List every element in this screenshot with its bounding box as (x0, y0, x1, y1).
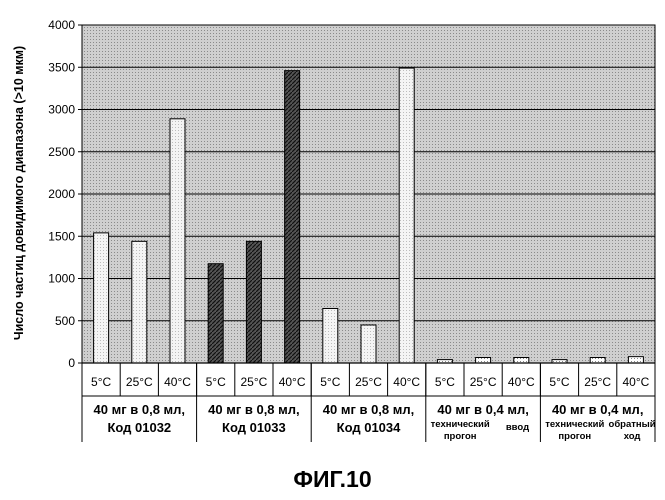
bar (398, 67, 415, 364)
bar (207, 263, 224, 364)
y-tick-label: 3500 (48, 60, 75, 74)
y-tick-label: 0 (68, 356, 75, 370)
x-tick-label: 40°C (508, 375, 535, 389)
x-tick-label: 5°C (549, 375, 569, 389)
x-tick-label: 25°C (126, 375, 153, 389)
bar (131, 240, 148, 364)
bar (513, 357, 530, 364)
x-tick-label: 40°C (279, 375, 306, 389)
group-sublabel: прогон (444, 431, 477, 442)
y-tick-label: 1500 (48, 229, 75, 243)
group-sublabel: ход (624, 431, 641, 442)
x-axis-labels: 5°C 25°C 40°C 40 мг в 0,8 мл, Код 01032 5°C 25… (81, 363, 656, 442)
y-tick-label: 1000 (48, 272, 75, 286)
x-tick-label: 5°C (206, 375, 226, 389)
x-tick-label: 25°C (470, 375, 497, 389)
group-sublabel: обратный (609, 419, 656, 430)
x-tick-label: 25°C (240, 375, 267, 389)
bar (360, 324, 377, 364)
x-tick-label: 25°C (584, 375, 611, 389)
x-tick-label: 40°C (622, 375, 649, 389)
group-label: Код 01034 (337, 420, 401, 435)
y-tick-label: 500 (55, 314, 75, 328)
group-label: 40 мг в 0,8 мл, (323, 402, 415, 417)
group-sublabel: технический (545, 419, 604, 430)
figure-caption: ФИГ.10 (293, 466, 372, 492)
group-sublabel: технический (431, 419, 490, 430)
group-label: 40 мг в 0,8 мл, (208, 402, 300, 417)
group-label: 40 мг в 0,8 мл, (94, 402, 186, 417)
group-sublabel: прогон (558, 431, 591, 442)
x-tick-label: 5°C (435, 375, 455, 389)
bar (627, 356, 644, 364)
bar (169, 118, 186, 364)
y-tick-label: 3000 (48, 103, 75, 117)
group-sublabel: ввод (506, 422, 529, 433)
x-tick-label: 40°C (164, 375, 191, 389)
group-label: Код 01033 (222, 420, 286, 435)
x-tick-label: 25°C (355, 375, 382, 389)
y-tick-label: 2500 (48, 145, 75, 159)
group-label: 40 мг в 0,4 мл, (437, 402, 529, 417)
bar (284, 70, 301, 364)
x-tick-label: 40°C (393, 375, 420, 389)
y-tick-label: 2000 (48, 187, 75, 201)
x-tick-label: 5°C (320, 375, 340, 389)
bar (245, 240, 262, 364)
bar (93, 232, 110, 364)
x-tick-label: 5°C (91, 375, 111, 389)
y-tick-label: 4000 (48, 18, 75, 32)
bar (475, 357, 492, 364)
bar (322, 307, 339, 364)
y-axis-label: Число частиц довидимого диапазона (>10 м… (12, 46, 26, 340)
y-axis-ticks: 0 500 1000 1500 2000 2500 3000 3500 4000 (48, 18, 82, 370)
group-label: Код 01032 (107, 420, 171, 435)
axis-frame (81, 24, 656, 364)
group-label: 40 мг в 0,4 мл, (552, 402, 644, 417)
bar (589, 357, 606, 364)
